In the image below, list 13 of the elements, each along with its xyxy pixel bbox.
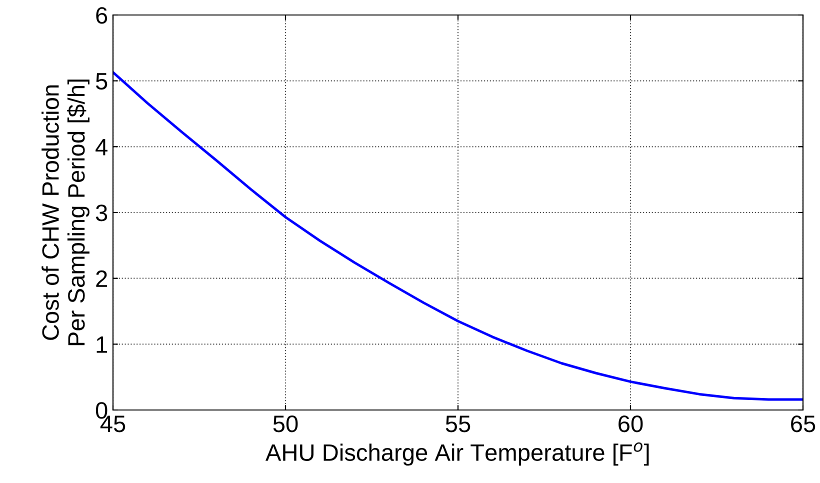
x-tick-label: 65 (791, 415, 816, 432)
y-tick-label: 5 (96, 73, 108, 90)
x-tick-label: 55 (446, 416, 470, 432)
y-tick-label: 3 (96, 204, 108, 222)
y-tick-label: 6 (96, 7, 108, 24)
x-tick-label: 50 (273, 415, 298, 432)
y-tick-label: 4 (96, 138, 108, 156)
y-tick-label: 2 (96, 270, 107, 287)
y-axis-title: Cost of CHW Production Per Sampling Period [$/h] (42, 80, 90, 346)
y-tick-label: 1 (96, 336, 107, 353)
x-axis-title: AHU Discharge Air Temperature [F$^{o}$] (266, 442, 649, 466)
line-series (113, 71, 803, 401)
x-tick-label: 60 (618, 415, 643, 432)
